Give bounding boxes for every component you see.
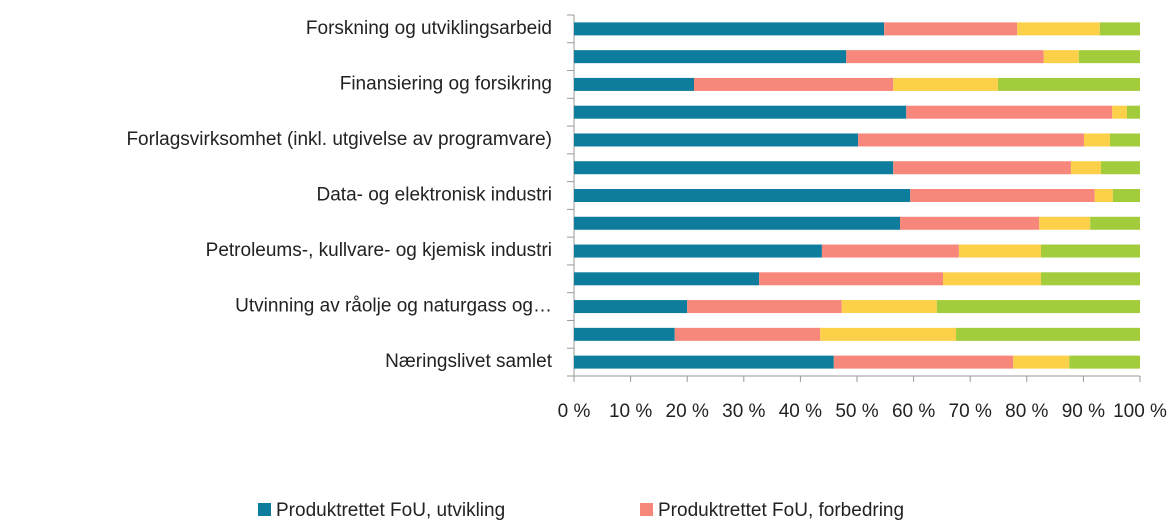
bar-segment <box>693 77 894 91</box>
x-tick-label: 90 % <box>1062 401 1105 422</box>
bar-segment <box>906 105 1113 119</box>
bar-segment <box>687 300 842 314</box>
bar-segment <box>674 327 821 341</box>
bar-segment <box>936 300 1140 314</box>
bar-segment <box>910 189 1095 202</box>
x-tick-label: 70 % <box>949 401 992 422</box>
bar-segment <box>1078 50 1140 64</box>
bar-segment <box>1017 22 1100 36</box>
x-tick-label: 0 % <box>558 401 591 422</box>
y-tick-label: Forskning og utviklingsarbeid <box>306 18 552 39</box>
bar-segment <box>1099 22 1140 36</box>
bar-segment <box>574 244 822 258</box>
bar-segment <box>574 133 859 147</box>
bar-segment <box>574 327 675 341</box>
bar-segment <box>997 77 1140 91</box>
x-tick-label: 100 % <box>1113 401 1167 422</box>
bar-segment <box>574 22 885 36</box>
y-tick-label: Næringslivet samlet <box>385 351 553 372</box>
x-tick-label: 60 % <box>892 401 935 422</box>
bar-segment <box>1126 105 1140 119</box>
legend-swatch <box>258 503 271 516</box>
bar-segment <box>574 216 901 230</box>
y-tick-label: Utvinning av råolje og naturgass og… <box>235 296 552 317</box>
bar-segment <box>574 355 834 369</box>
legend-swatch <box>640 503 653 516</box>
bar-segment <box>956 327 1140 341</box>
bar-segment <box>574 105 907 119</box>
x-tick-label: 20 % <box>666 401 709 422</box>
bar-segment <box>884 22 1018 36</box>
bar-segment <box>1070 161 1101 175</box>
y-tick-label: Finansiering og forsikring <box>340 73 552 94</box>
bar-segment <box>858 133 1084 147</box>
x-tick-label: 30 % <box>722 401 765 422</box>
bar-segment <box>1110 133 1140 147</box>
bar-segment <box>900 216 1040 230</box>
bar-segment <box>1090 216 1140 230</box>
x-tick-label: 10 % <box>609 401 652 422</box>
bar-segment <box>841 300 937 314</box>
bar-segment <box>1040 244 1140 258</box>
bar-segment <box>1112 105 1127 119</box>
bar-segment <box>1112 189 1140 202</box>
y-tick-label: Forlagsvirksomhet (inkl. utgivelse av pr… <box>126 129 552 150</box>
bar-segment <box>574 300 688 314</box>
y-tick-label: Data- og elektronisk industri <box>317 185 553 206</box>
bar-segment <box>1040 272 1140 286</box>
bar-segment <box>1083 133 1111 147</box>
bar-segment <box>1100 161 1140 175</box>
bar-segment <box>574 77 694 91</box>
x-tick-label: 50 % <box>835 401 878 422</box>
bar-segment <box>574 161 894 175</box>
bar-segment <box>833 355 1014 369</box>
bar-segment <box>820 327 957 341</box>
bar-segment <box>574 50 847 64</box>
legend-label: Produktrettet FoU, forbedring <box>658 500 904 521</box>
bar-segment <box>943 272 1041 286</box>
bar-segment <box>1094 189 1113 202</box>
legend-label: Produktrettet FoU, utvikling <box>276 500 505 521</box>
bar-segment <box>1043 50 1079 64</box>
bar-segment <box>759 272 944 286</box>
bar-segment <box>574 272 760 286</box>
bar-segment <box>846 50 1044 64</box>
x-tick-label: 40 % <box>779 401 822 422</box>
x-tick-label: 80 % <box>1005 401 1048 422</box>
bar-segment <box>1039 216 1091 230</box>
bar-segment <box>1069 355 1140 369</box>
bar-segment <box>958 244 1041 258</box>
bar-segment <box>574 189 911 202</box>
y-tick-label: Petroleums-, kullvare- og kjemisk indust… <box>206 240 552 261</box>
bar-segment <box>893 77 998 91</box>
bar-segment <box>821 244 959 258</box>
bar-segment <box>1013 355 1070 369</box>
bar-segment <box>893 161 1071 175</box>
